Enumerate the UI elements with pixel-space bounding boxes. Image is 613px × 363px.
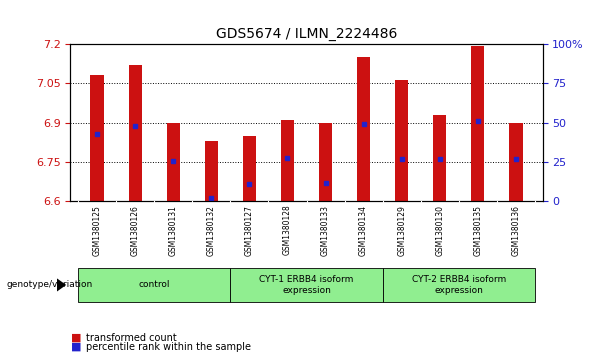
Text: GSM1380126: GSM1380126 bbox=[131, 205, 140, 256]
Text: GSM1380133: GSM1380133 bbox=[321, 205, 330, 256]
Text: GSM1380136: GSM1380136 bbox=[511, 205, 520, 256]
Text: ■: ■ bbox=[70, 342, 81, 352]
Bar bbox=[357, 57, 370, 201]
Bar bbox=[383, 268, 535, 302]
Polygon shape bbox=[57, 278, 66, 291]
Text: ■: ■ bbox=[70, 333, 81, 343]
Text: GDS5674 / ILMN_2224486: GDS5674 / ILMN_2224486 bbox=[216, 27, 397, 41]
Text: GSM1380128: GSM1380128 bbox=[283, 205, 292, 256]
Bar bbox=[78, 268, 230, 302]
Bar bbox=[395, 80, 408, 201]
Bar bbox=[509, 122, 522, 201]
Text: percentile rank within the sample: percentile rank within the sample bbox=[86, 342, 251, 352]
Text: transformed count: transformed count bbox=[86, 333, 177, 343]
Text: GSM1380131: GSM1380131 bbox=[169, 205, 178, 256]
Text: GSM1380134: GSM1380134 bbox=[359, 205, 368, 256]
Text: GSM1380129: GSM1380129 bbox=[397, 205, 406, 256]
Text: CYT-1 ERBB4 isoform
expression: CYT-1 ERBB4 isoform expression bbox=[259, 275, 354, 295]
Bar bbox=[205, 141, 218, 201]
Text: GSM1380127: GSM1380127 bbox=[245, 205, 254, 256]
Text: genotype/variation: genotype/variation bbox=[6, 281, 93, 289]
Bar bbox=[243, 136, 256, 201]
Bar bbox=[281, 120, 294, 201]
Bar bbox=[167, 122, 180, 201]
Bar bbox=[471, 46, 484, 201]
Bar bbox=[230, 268, 383, 302]
Text: control: control bbox=[139, 281, 170, 289]
Text: GSM1380130: GSM1380130 bbox=[435, 205, 444, 256]
Text: CYT-2 ERBB4 isoform
expression: CYT-2 ERBB4 isoform expression bbox=[412, 275, 506, 295]
Bar bbox=[433, 115, 446, 201]
Text: GSM1380135: GSM1380135 bbox=[473, 205, 482, 256]
Bar bbox=[319, 122, 332, 201]
Text: GSM1380132: GSM1380132 bbox=[207, 205, 216, 256]
Text: GSM1380125: GSM1380125 bbox=[93, 205, 102, 256]
Bar bbox=[129, 65, 142, 201]
Bar bbox=[91, 75, 104, 201]
